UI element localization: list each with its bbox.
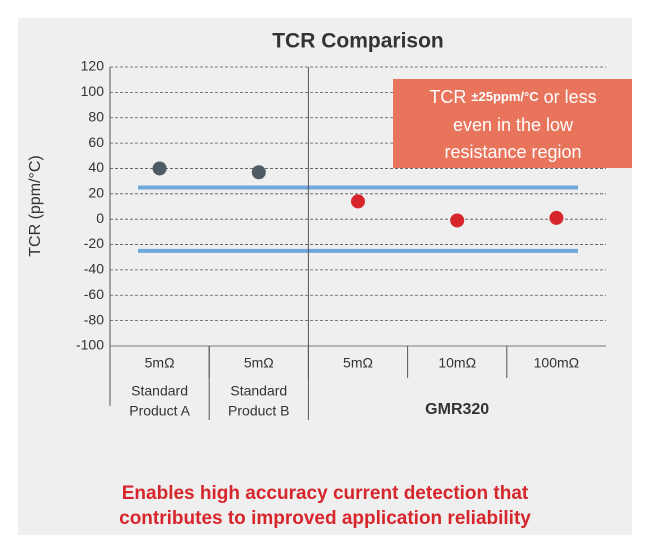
group-label: Standard bbox=[230, 383, 287, 399]
annotation-box bbox=[393, 79, 632, 168]
y-tick-label: 60 bbox=[88, 134, 104, 150]
x-tick-label: 5mΩ bbox=[244, 355, 274, 371]
group-label: Product A bbox=[129, 403, 190, 419]
y-tick-label: 20 bbox=[88, 185, 104, 201]
y-tick-label: 80 bbox=[88, 108, 104, 124]
point bbox=[450, 213, 465, 228]
y-tick-label: 100 bbox=[81, 83, 105, 99]
group-label: Standard bbox=[131, 383, 188, 399]
x-tick-label: 5mΩ bbox=[145, 355, 175, 371]
footer-text: Enables high accuracy current detection … bbox=[122, 483, 529, 504]
annotation-text: TCR ±25ppm/°C or less bbox=[429, 87, 596, 107]
y-tick-label: -20 bbox=[84, 235, 104, 251]
chart-title: TCR Comparison bbox=[272, 30, 444, 53]
y-tick-label: 40 bbox=[88, 159, 104, 175]
y-tick-label: -80 bbox=[84, 311, 104, 327]
point bbox=[549, 210, 564, 225]
footer-text: contributes to improved application reli… bbox=[119, 508, 531, 529]
x-tick-label: 100mΩ bbox=[534, 355, 580, 371]
annotation-text: even in the low bbox=[453, 115, 574, 135]
point bbox=[251, 165, 266, 180]
y-axis-label: TCR (ppm/°C) bbox=[27, 155, 44, 257]
y-tick-label: 120 bbox=[81, 58, 105, 74]
y-tick-label: -100 bbox=[76, 337, 104, 353]
annotation-text: resistance region bbox=[444, 142, 581, 162]
y-tick-label: 0 bbox=[96, 210, 104, 226]
y-tick-label: -60 bbox=[84, 286, 104, 302]
annotation-part: TCR bbox=[429, 87, 471, 107]
point bbox=[351, 194, 365, 209]
y-tick-label: -40 bbox=[84, 261, 104, 277]
x-tick-label: 5mΩ bbox=[343, 355, 373, 371]
annotation-part: or less bbox=[539, 87, 597, 107]
group-label: Product B bbox=[228, 403, 289, 419]
annotation-part: ±25ppm/°C bbox=[471, 89, 539, 104]
point bbox=[152, 161, 167, 176]
group-label: GMR320 bbox=[425, 401, 489, 418]
x-tick-label: 10mΩ bbox=[438, 355, 476, 371]
